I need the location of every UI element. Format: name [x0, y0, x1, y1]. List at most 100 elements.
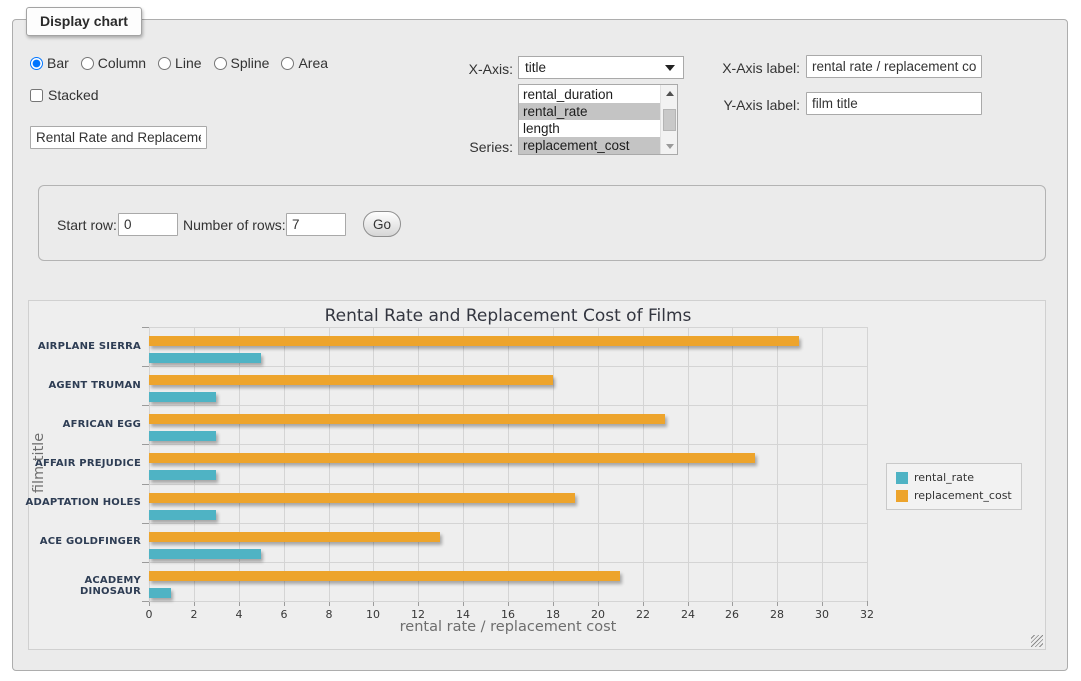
stacked-row: Stacked — [30, 87, 99, 103]
chart-type-option-label: Spline — [231, 55, 270, 71]
chart-x-axis-title: rental rate / replacement cost — [149, 619, 867, 635]
series-option-rental_duration[interactable]: rental_duration — [519, 86, 660, 103]
legend-label: rental_rate — [914, 471, 974, 484]
gridline — [149, 327, 150, 601]
gridline — [149, 484, 867, 485]
radio-area[interactable] — [281, 57, 294, 70]
gridline — [418, 327, 419, 601]
legend-label: replacement_cost — [914, 489, 1012, 502]
chart-type-option-label: Area — [298, 55, 328, 71]
gridline — [598, 327, 599, 601]
chart-type-option-label: Line — [175, 55, 201, 71]
gridline — [373, 327, 374, 601]
series-select-label: Series: — [420, 139, 513, 155]
series-option-replacement_cost[interactable]: replacement_cost — [519, 137, 660, 154]
chart-type-option-area[interactable]: Area — [281, 55, 328, 71]
y-axis-tick — [142, 562, 149, 563]
chart-type-radio-group: Bar Column Line Spline Area — [30, 55, 334, 71]
stacked-checkbox[interactable] — [30, 89, 43, 102]
radio-spline[interactable] — [214, 57, 227, 70]
chart-type-option-spline[interactable]: Spline — [214, 55, 270, 71]
radio-line[interactable] — [158, 57, 171, 70]
resize-handle-icon[interactable] — [1031, 635, 1043, 647]
bar-rental_rate[interactable] — [149, 353, 261, 363]
bar-rental_rate[interactable] — [149, 510, 216, 520]
bar-replacement_cost[interactable] — [149, 571, 620, 581]
bar-replacement_cost[interactable] — [149, 532, 440, 542]
number-of-rows-input[interactable] — [286, 213, 346, 236]
gridline — [149, 601, 867, 602]
chart-title-input[interactable] — [30, 126, 207, 149]
gridline — [149, 562, 867, 563]
legend-swatch-icon — [896, 472, 908, 484]
category-label: ACE GOLDFINGER — [23, 536, 141, 547]
bar-rental_rate[interactable] — [149, 549, 261, 559]
bar-rental_rate[interactable] — [149, 588, 171, 598]
gridline — [194, 327, 195, 601]
gridline — [149, 523, 867, 524]
bar-replacement_cost[interactable] — [149, 414, 665, 424]
legend-item-rental_rate[interactable]: rental_rate — [896, 471, 1012, 484]
page: Display chart Bar Column Line Spline Area St… — [0, 0, 1081, 681]
y-axis-tick — [142, 405, 149, 406]
chart-title: Rental Rate and Replacement Cost of Film… — [149, 306, 867, 326]
radio-bar[interactable] — [30, 57, 43, 70]
chart-plot-area: 02468101214161820222426283032AIRPLANE SI… — [149, 327, 867, 601]
chart-type-option-line[interactable]: Line — [158, 55, 201, 71]
gridline — [553, 327, 554, 601]
y-axis-label-label: Y-Axis label: — [690, 97, 800, 113]
gridline — [284, 327, 285, 601]
bar-replacement_cost[interactable] — [149, 336, 799, 346]
y-axis-tick — [142, 366, 149, 367]
go-button[interactable]: Go — [363, 211, 401, 237]
bar-replacement_cost[interactable] — [149, 375, 553, 385]
chart-type-option-column[interactable]: Column — [81, 55, 146, 71]
start-row-input[interactable] — [118, 213, 178, 236]
x-axis-select-value: title — [525, 60, 665, 75]
scroll-down-icon[interactable] — [661, 138, 678, 154]
fieldset-legend-text: Display chart — [40, 13, 128, 29]
scroll-up-icon[interactable] — [661, 85, 678, 101]
y-axis-label-input[interactable] — [806, 92, 982, 115]
chart-type-option-label: Column — [98, 55, 146, 71]
series-multiselect[interactable]: rental_durationrental_ratelengthreplacem… — [518, 84, 678, 155]
go-button-label: Go — [373, 217, 391, 232]
y-axis-tick — [142, 601, 149, 602]
chevron-down-icon — [665, 65, 675, 71]
chart-type-option-bar[interactable]: Bar — [30, 55, 69, 71]
bar-replacement_cost[interactable] — [149, 453, 755, 463]
number-of-rows-label: Number of rows: — [183, 217, 286, 233]
y-axis-tick — [142, 444, 149, 445]
chart-legend: rental_rate replacement_cost — [886, 463, 1022, 510]
category-label: AGENT TRUMAN — [23, 380, 141, 391]
gridline — [643, 327, 644, 601]
gridline — [777, 327, 778, 601]
gridline — [732, 327, 733, 601]
gridline — [149, 327, 867, 328]
bar-rental_rate[interactable] — [149, 470, 216, 480]
fieldset-legend: Display chart — [26, 7, 142, 36]
bar-rental_rate[interactable] — [149, 431, 216, 441]
x-axis-label-label: X-Axis label: — [690, 60, 800, 76]
series-option-rental_rate[interactable]: rental_rate — [519, 103, 660, 120]
start-row-label: Start row: — [57, 217, 117, 233]
bar-rental_rate[interactable] — [149, 392, 216, 402]
chart-type-option-label: Bar — [47, 55, 69, 71]
y-axis-tick — [142, 523, 149, 524]
x-axis-label-input[interactable] — [806, 55, 982, 78]
gridline — [508, 327, 509, 601]
x-axis-select[interactable]: title — [518, 56, 684, 79]
gridline — [867, 327, 868, 601]
bar-replacement_cost[interactable] — [149, 493, 575, 503]
row-range-panel: Start row: Number of rows: Go — [38, 185, 1046, 261]
legend-swatch-icon — [896, 490, 908, 502]
legend-item-replacement_cost[interactable]: replacement_cost — [896, 489, 1012, 502]
gridline — [149, 366, 867, 367]
scrollbar-thumb[interactable] — [663, 109, 676, 131]
stacked-label: Stacked — [48, 87, 99, 103]
series-option-length[interactable]: length — [519, 120, 660, 137]
chart-y-axis-title: film title — [31, 398, 47, 528]
chart-container: Rental Rate and Replacement Cost of Film… — [28, 300, 1046, 650]
series-scrollbar[interactable] — [660, 85, 677, 154]
radio-column[interactable] — [81, 57, 94, 70]
